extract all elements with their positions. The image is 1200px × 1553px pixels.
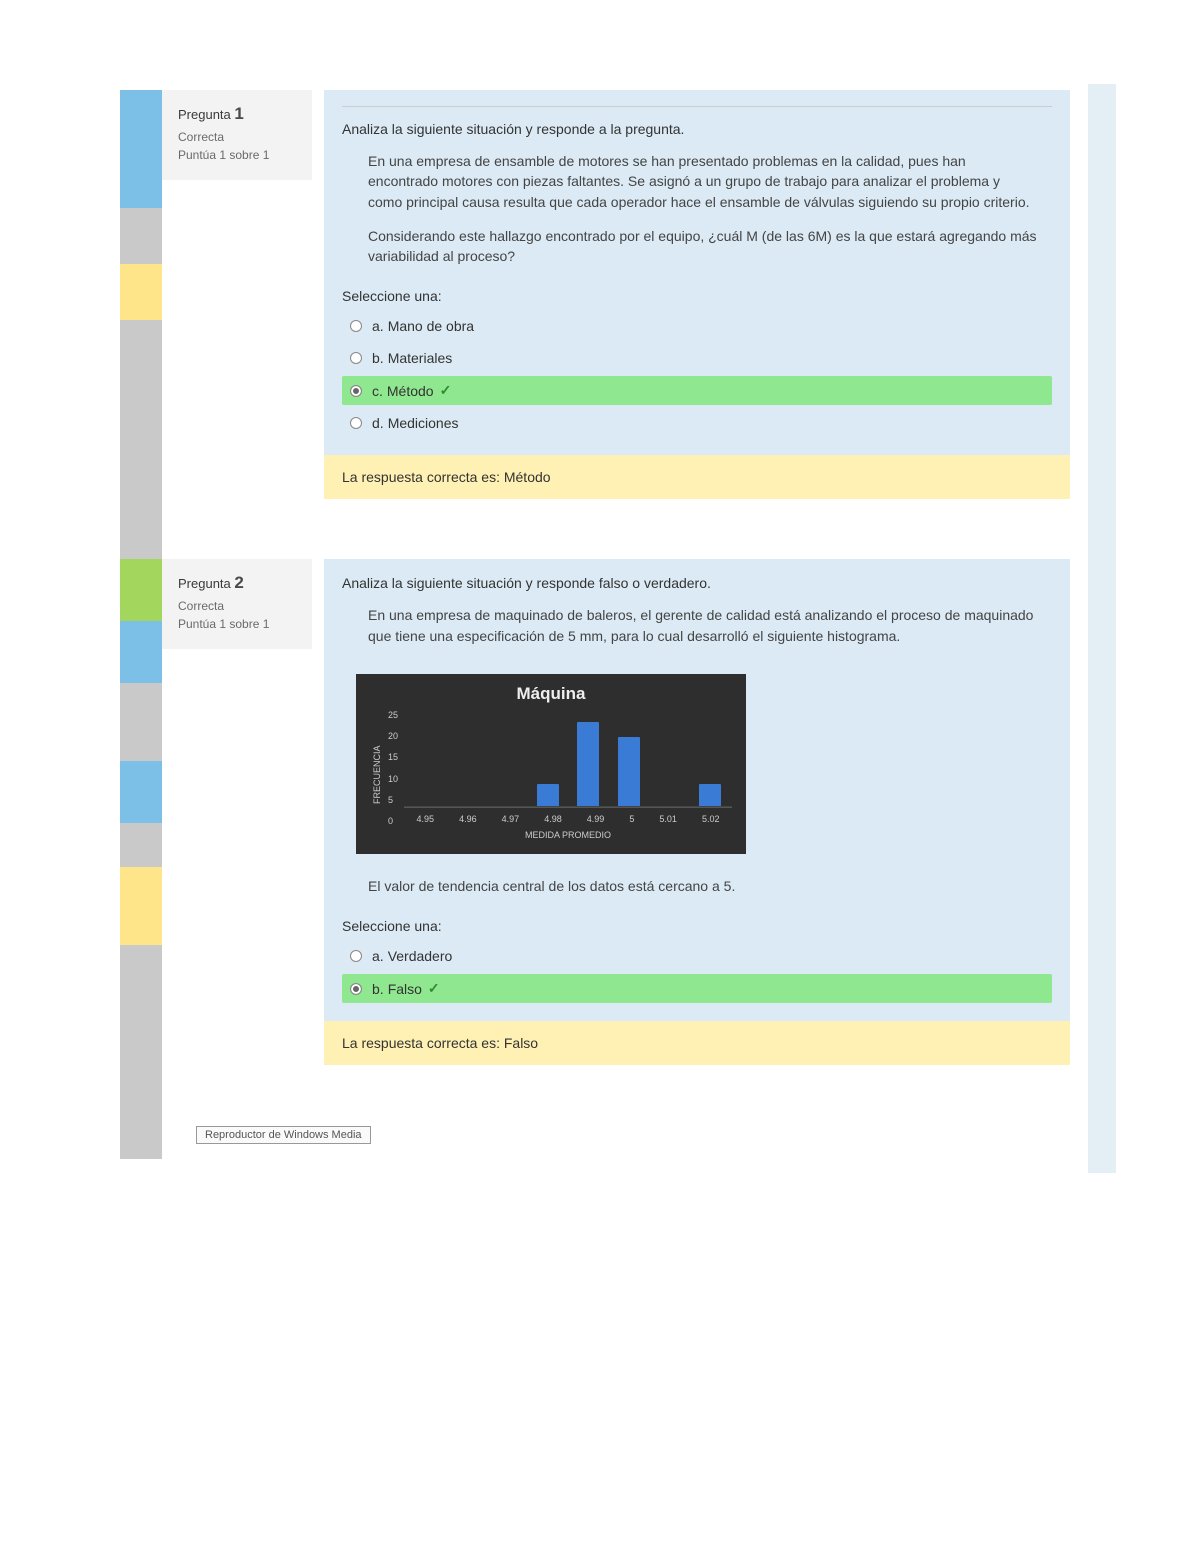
answer-option[interactable]: a.Verdadero xyxy=(342,942,1052,970)
answer-option[interactable]: b.Falso ✓ xyxy=(342,974,1052,1003)
answer-option[interactable]: d.Mediciones xyxy=(342,409,1052,437)
question-label: Pregunta xyxy=(178,576,231,591)
question-block-2: Pregunta 2 Correcta Puntúa 1 sobre 1 Ana… xyxy=(120,559,1080,1065)
question-score: Puntúa 1 sobre 1 xyxy=(178,617,296,631)
question-text: En una empresa de maquinado de baleros, … xyxy=(342,605,1052,660)
select-one-label: Seleccione una: xyxy=(342,918,1052,934)
option-text: Mano de obra xyxy=(388,318,474,334)
radio-icon xyxy=(350,352,362,364)
option-text: Materiales xyxy=(388,350,453,366)
answer-option[interactable]: b.Materiales xyxy=(342,344,1052,372)
option-letter: a. xyxy=(372,318,384,334)
option-text: Método xyxy=(387,383,434,399)
chart-bar xyxy=(618,737,640,807)
question-state: Correcta xyxy=(178,130,296,144)
question-block-1: Pregunta 1 Correcta Puntúa 1 sobre 1 Ana… xyxy=(120,90,1080,499)
option-text: Mediciones xyxy=(388,415,459,431)
chart-bar xyxy=(699,784,721,807)
question-text: En una empresa de ensamble de motores se… xyxy=(342,151,1052,226)
radio-icon xyxy=(350,320,362,332)
radio-icon xyxy=(350,385,362,397)
question-prompt: Analiza la siguiente situación y respond… xyxy=(342,575,1052,591)
question-body: Analiza la siguiente situación y respond… xyxy=(324,90,1070,499)
question-text: Considerando este hallazgo encontrado po… xyxy=(342,226,1052,281)
chart-xlabel: MEDIDA PROMEDIO xyxy=(404,830,732,840)
taskbar-tab[interactable]: Reproductor de Windows Media xyxy=(196,1126,371,1144)
question-state: Correcta xyxy=(178,599,296,613)
option-letter: c. xyxy=(372,383,383,399)
radio-icon xyxy=(350,983,362,995)
feedback-bar: La respuesta correcta es: Falso xyxy=(324,1021,1070,1065)
chart-title: Máquina xyxy=(370,684,732,704)
nav-color-strip xyxy=(120,90,162,580)
select-one-label: Seleccione una: xyxy=(342,288,1052,304)
option-letter: a. xyxy=(372,948,384,964)
question-statement: El valor de tendencia central de los dat… xyxy=(342,876,1052,910)
radio-icon xyxy=(350,950,362,962)
question-number: 2 xyxy=(234,573,243,592)
feedback-bar: La respuesta correcta es: Método xyxy=(324,455,1070,499)
question-info-card: Pregunta 1 Correcta Puntúa 1 sobre 1 xyxy=(162,90,312,180)
chart-bars xyxy=(404,710,732,808)
answer-option[interactable]: a.Mano de obra xyxy=(342,312,1052,340)
question-label: Pregunta xyxy=(178,107,231,122)
chart-ylabel: FRECUENCIA xyxy=(370,710,384,840)
right-margin-strip xyxy=(1088,553,1116,1173)
option-text: Falso xyxy=(388,981,422,997)
option-text: Verdadero xyxy=(388,948,453,964)
chart-bar xyxy=(577,722,599,807)
option-letter: d. xyxy=(372,415,384,431)
chart-yaxis: 2520151050 xyxy=(384,710,404,840)
radio-icon xyxy=(350,417,362,429)
right-margin-strip xyxy=(1088,84,1116,554)
chart-xaxis: 4.954.964.974.984.9955.015.02 xyxy=(404,808,732,824)
question-prompt: Analiza la siguiente situación y respond… xyxy=(342,121,1052,137)
histogram-chart: Máquina FRECUENCIA 2520151050 4.954.964.… xyxy=(356,674,746,854)
answer-option[interactable]: c.Método ✓ xyxy=(342,376,1052,405)
nav-color-strip xyxy=(120,559,162,1159)
question-body: Analiza la siguiente situación y respond… xyxy=(324,559,1070,1065)
option-letter: b. xyxy=(372,981,384,997)
question-number: 1 xyxy=(234,104,243,123)
option-letter: b. xyxy=(372,350,384,366)
question-score: Puntúa 1 sobre 1 xyxy=(178,148,296,162)
question-info-card: Pregunta 2 Correcta Puntúa 1 sobre 1 xyxy=(162,559,312,649)
chart-bar xyxy=(537,784,559,807)
check-icon: ✓ xyxy=(428,980,440,997)
check-icon: ✓ xyxy=(440,382,452,399)
